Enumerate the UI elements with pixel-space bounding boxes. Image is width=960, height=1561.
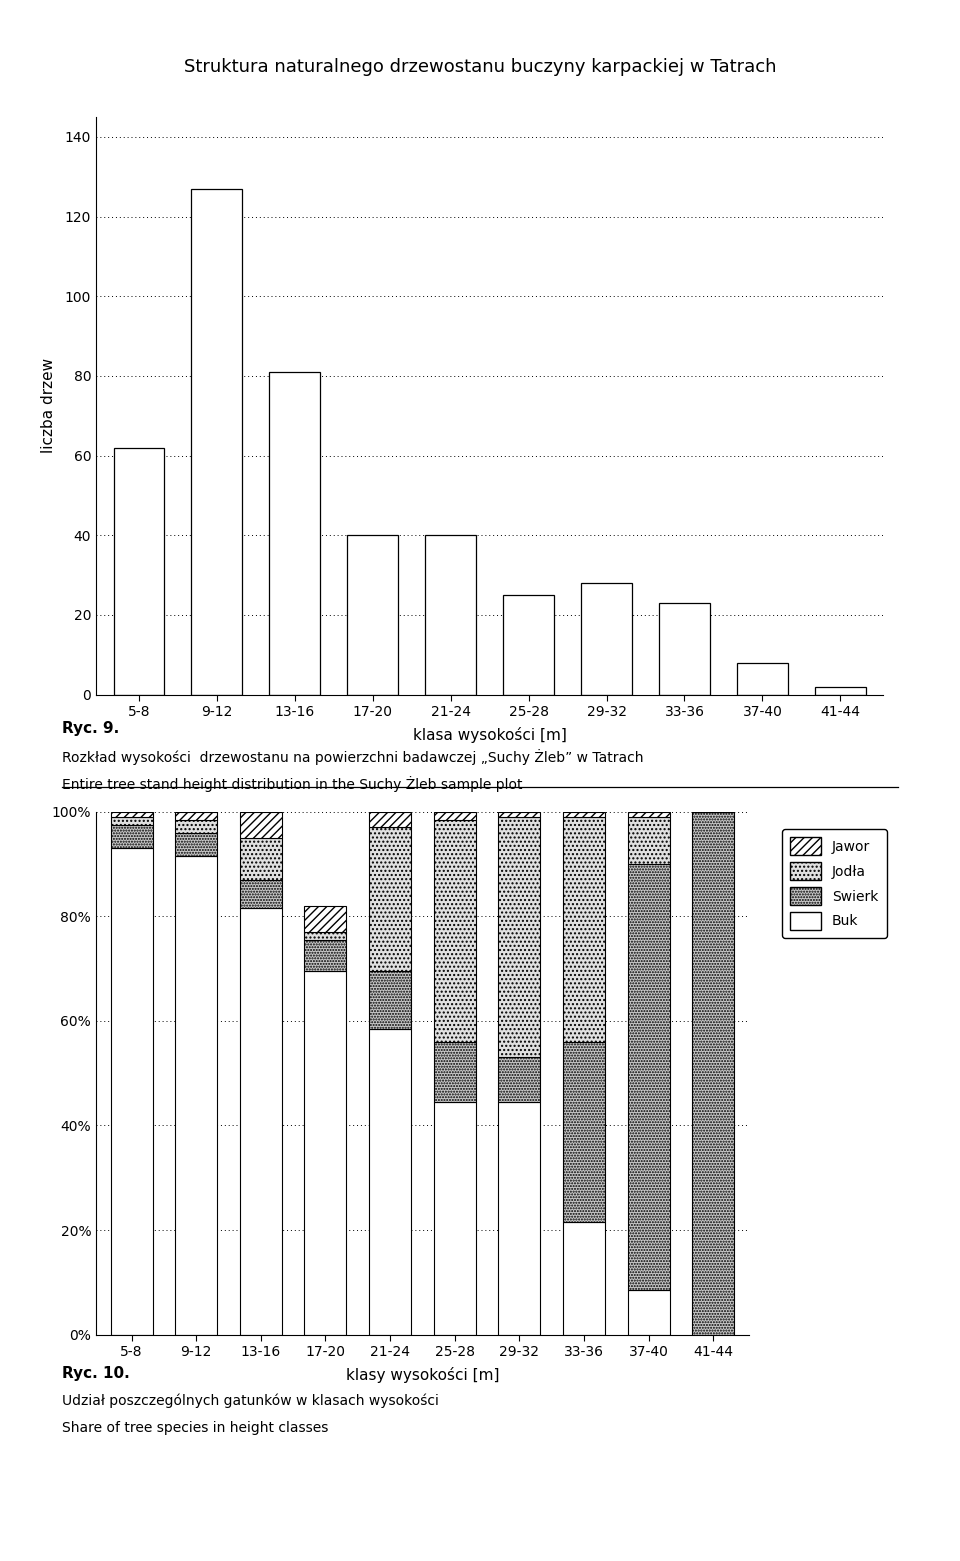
X-axis label: klasy wysokości [m]: klasy wysokości [m] <box>346 1367 499 1383</box>
Bar <box>498 812 540 816</box>
Text: Struktura naturalnego drzewostanu buczyny karpackiej w Tatrach: Struktura naturalnego drzewostanu buczyn… <box>183 58 777 76</box>
Legend: Jawor, Jodła, Swierk, Buk: Jawor, Jodła, Swierk, Buk <box>781 829 887 938</box>
Bar <box>304 940 347 971</box>
Bar <box>240 909 282 1335</box>
Bar <box>628 812 670 816</box>
Bar <box>581 584 632 695</box>
Text: Udział poszczególnych gatunków w klasach wysokości: Udział poszczególnych gatunków w klasach… <box>62 1394 440 1408</box>
Bar <box>369 827 411 971</box>
Bar <box>434 820 476 1041</box>
Bar <box>434 812 476 820</box>
Bar <box>563 816 605 1041</box>
Bar <box>660 603 709 695</box>
Bar <box>240 838 282 880</box>
Bar <box>304 971 347 1335</box>
Bar <box>240 880 282 909</box>
Bar <box>113 448 164 695</box>
Y-axis label: liczba drzew: liczba drzew <box>41 359 57 453</box>
Text: Rozkład wysokości  drzewostanu na powierzchni badawczej „Suchy Żleb” w Tatrach: Rozkład wysokości drzewostanu na powierz… <box>62 749 644 765</box>
Bar <box>498 816 540 1057</box>
Bar <box>563 1222 605 1335</box>
Text: Share of tree species in height classes: Share of tree species in height classes <box>62 1421 328 1435</box>
Bar <box>737 663 788 695</box>
Text: Ryc. 10.: Ryc. 10. <box>62 1366 131 1381</box>
Bar <box>175 812 217 820</box>
Bar <box>628 1291 670 1335</box>
Bar <box>304 905 347 932</box>
Bar <box>434 1102 476 1335</box>
Bar <box>369 1029 411 1335</box>
Bar <box>498 1057 540 1102</box>
Bar <box>240 812 282 838</box>
Bar <box>369 812 411 827</box>
Bar <box>815 687 866 695</box>
Bar <box>369 971 411 1029</box>
Text: Ryc. 9.: Ryc. 9. <box>62 721 120 737</box>
Bar <box>175 820 217 832</box>
Bar <box>304 932 347 940</box>
X-axis label: klasa wysokości [m]: klasa wysokości [m] <box>413 727 566 743</box>
Bar <box>110 824 153 848</box>
Bar <box>348 535 398 695</box>
Bar <box>628 865 670 1291</box>
Bar <box>628 816 670 865</box>
Bar <box>498 1102 540 1335</box>
Bar <box>270 372 320 695</box>
Bar <box>503 595 554 695</box>
Bar <box>191 189 242 695</box>
Bar <box>110 812 153 816</box>
Bar <box>175 855 217 1335</box>
Bar <box>110 816 153 824</box>
Bar <box>425 535 476 695</box>
Bar <box>563 1041 605 1222</box>
Bar <box>692 812 734 1335</box>
Bar <box>434 1041 476 1102</box>
Bar <box>110 848 153 1335</box>
Bar <box>175 832 217 855</box>
Bar <box>563 812 605 816</box>
Text: Entire tree stand height distribution in the Suchy Żleb sample plot: Entire tree stand height distribution in… <box>62 776 523 791</box>
